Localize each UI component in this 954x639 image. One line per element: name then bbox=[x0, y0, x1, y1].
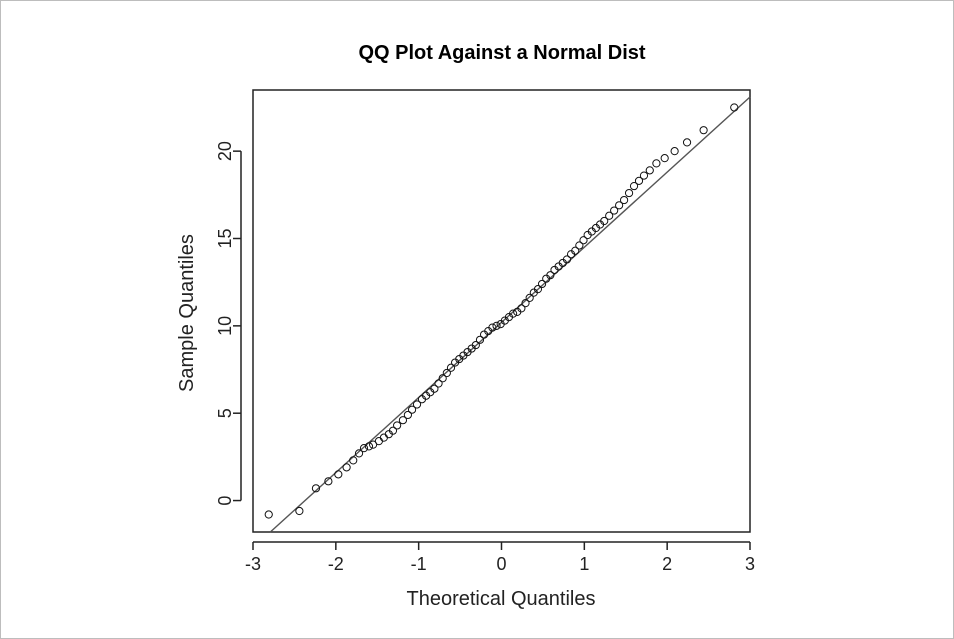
data-point bbox=[369, 440, 378, 449]
data-points bbox=[264, 103, 739, 519]
data-point bbox=[645, 166, 654, 175]
data-point bbox=[364, 442, 374, 451]
y-tick-label: 5 bbox=[215, 408, 235, 418]
x-axis: -3 -2 -1 0 1 2 3 bbox=[245, 541, 755, 574]
data-point bbox=[615, 201, 624, 210]
data-point bbox=[521, 299, 530, 308]
data-point bbox=[434, 379, 443, 388]
data-point bbox=[471, 340, 480, 350]
data-point bbox=[639, 171, 649, 180]
data-point bbox=[634, 176, 644, 185]
data-point bbox=[610, 206, 619, 215]
x-tick-label: -1 bbox=[411, 554, 427, 574]
y-tick-label: 15 bbox=[215, 228, 235, 248]
data-point bbox=[533, 285, 543, 294]
data-point bbox=[730, 103, 739, 112]
data-point bbox=[311, 484, 321, 493]
x-tick-label: -2 bbox=[328, 554, 344, 574]
reference-line-group bbox=[269, 96, 751, 533]
data-point bbox=[508, 309, 518, 318]
data-point bbox=[438, 374, 447, 383]
data-point bbox=[629, 181, 639, 191]
y-tick-label: 10 bbox=[215, 316, 235, 336]
data-point bbox=[605, 211, 614, 220]
y-axis-label: Sample Quantiles bbox=[176, 234, 198, 392]
data-point bbox=[374, 437, 384, 446]
data-point bbox=[652, 159, 661, 168]
data-point bbox=[525, 293, 534, 302]
data-point bbox=[488, 323, 497, 332]
data-point bbox=[403, 410, 412, 420]
data-point bbox=[334, 470, 343, 479]
data-point bbox=[562, 255, 572, 264]
y-axis: 0 5 10 15 20 bbox=[215, 141, 242, 506]
data-point bbox=[407, 405, 417, 414]
y-tick-label: 20 bbox=[215, 141, 235, 161]
data-point bbox=[442, 368, 451, 378]
data-point bbox=[446, 363, 456, 372]
data-point bbox=[379, 433, 388, 442]
data-point bbox=[579, 236, 588, 245]
data-point bbox=[537, 279, 547, 289]
data-point bbox=[660, 154, 669, 163]
x-tick-label: -3 bbox=[245, 554, 261, 574]
data-point bbox=[492, 321, 501, 330]
data-point bbox=[412, 400, 422, 409]
data-point bbox=[295, 506, 304, 516]
data-point bbox=[600, 216, 609, 226]
x-tick-label: 1 bbox=[579, 554, 589, 574]
data-point bbox=[430, 384, 439, 393]
data-point bbox=[619, 195, 629, 205]
y-tick-label: 0 bbox=[215, 496, 235, 506]
data-point bbox=[342, 463, 351, 472]
x-tick-label: 0 bbox=[496, 554, 506, 574]
data-point bbox=[699, 126, 708, 135]
data-point bbox=[624, 188, 634, 198]
data-point bbox=[398, 416, 408, 425]
reference-line bbox=[269, 96, 751, 533]
data-point bbox=[546, 271, 555, 280]
data-point bbox=[571, 246, 580, 255]
data-point bbox=[264, 510, 273, 519]
data-point bbox=[475, 335, 485, 344]
data-point bbox=[324, 477, 333, 486]
data-point bbox=[388, 426, 398, 435]
data-point bbox=[682, 138, 692, 147]
x-tick-label: 2 bbox=[662, 554, 672, 574]
chart-title: QQ Plot Against a Normal Dist bbox=[358, 42, 645, 64]
data-point bbox=[575, 241, 584, 250]
data-point bbox=[670, 147, 679, 156]
data-point bbox=[517, 304, 526, 313]
x-axis-label: Theoretical Quantiles bbox=[407, 588, 596, 610]
plot-area-border bbox=[252, 89, 751, 533]
data-point bbox=[359, 444, 369, 453]
data-point bbox=[354, 449, 364, 458]
data-point bbox=[393, 421, 402, 430]
x-tick-label: 3 bbox=[745, 554, 755, 574]
data-point bbox=[349, 456, 358, 465]
